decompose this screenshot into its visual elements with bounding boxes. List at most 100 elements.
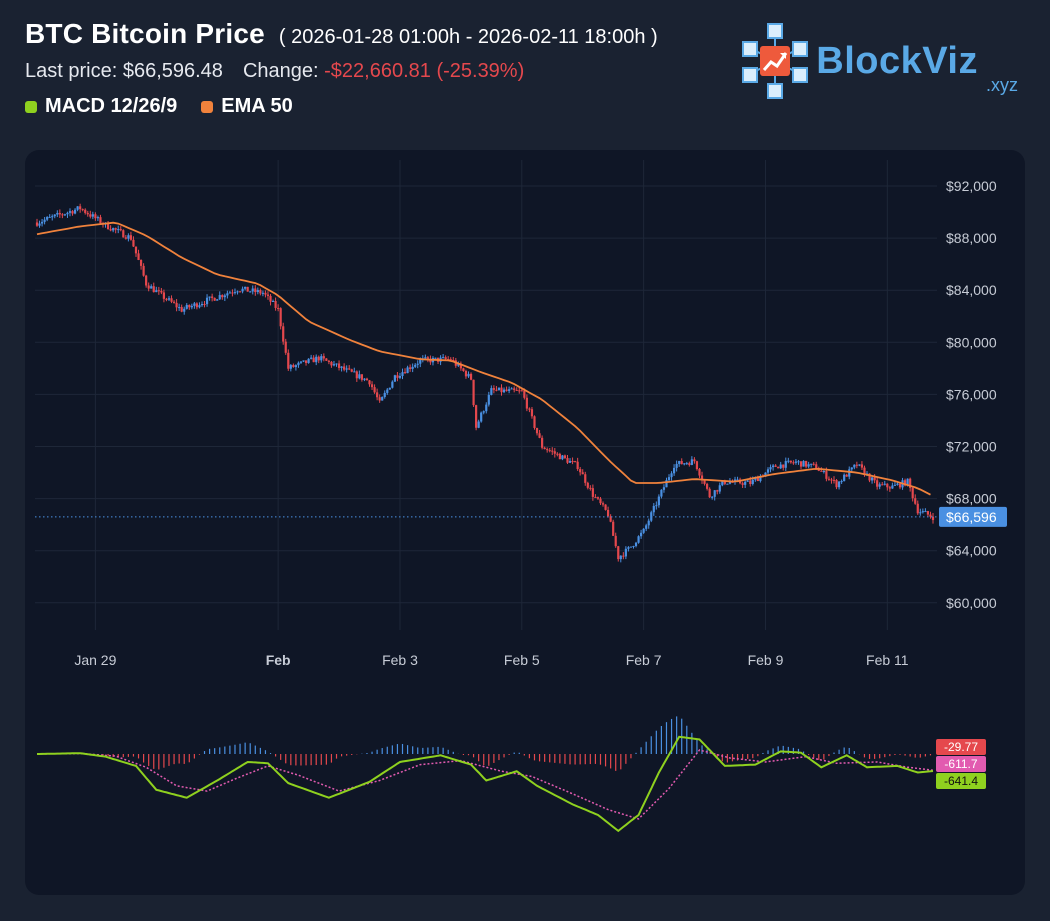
candle (469, 372, 473, 381)
candle-body (802, 460, 805, 467)
chart-header: BTC Bitcoin Price ( 2026-01-28 01:00h - … (25, 18, 1025, 138)
candle (530, 406, 534, 419)
candle (114, 227, 117, 234)
candle-body (792, 462, 795, 464)
candle (612, 519, 615, 536)
candle (566, 455, 569, 464)
candle-body (363, 378, 366, 380)
candle (680, 458, 683, 465)
candle-body (76, 206, 79, 210)
candle (40, 218, 44, 227)
candle (43, 216, 46, 225)
candle-body (680, 461, 683, 465)
candle (883, 480, 886, 486)
candle-body (797, 461, 800, 463)
candle (401, 368, 404, 380)
candle-body (238, 291, 242, 293)
candle (241, 286, 244, 294)
candle (782, 464, 785, 471)
candle (683, 463, 686, 466)
candle (607, 506, 610, 518)
candle (830, 477, 833, 484)
candle-body (665, 480, 668, 488)
candle-body (505, 389, 508, 391)
candle-body (863, 467, 866, 476)
candle-body (274, 300, 277, 308)
y-axis-tick-label: $64,000 (946, 543, 997, 559)
candle-body (244, 286, 247, 289)
candle-body (830, 479, 833, 481)
candle (502, 387, 506, 394)
candle-body (868, 473, 871, 481)
candle (274, 297, 277, 311)
candle-body (58, 212, 61, 215)
candle (688, 461, 691, 467)
candle-body (388, 387, 391, 390)
candle-body (94, 214, 97, 219)
candle-body (670, 473, 673, 478)
signal-value-tag-label: -611.7 (944, 757, 977, 771)
candle-body (645, 525, 648, 529)
candle-body (353, 371, 356, 373)
candle (226, 290, 229, 299)
candle-body (764, 472, 767, 477)
candle (614, 532, 617, 548)
candle (619, 555, 622, 563)
candle-body (195, 303, 199, 308)
candle (652, 503, 655, 516)
candle (548, 448, 551, 453)
candle (792, 460, 795, 465)
brand-tld: .xyz (985, 75, 1018, 95)
candle-body (241, 288, 244, 292)
candle-body (551, 450, 554, 452)
candle-body (591, 488, 594, 497)
candle (528, 407, 531, 413)
candle-body (627, 547, 630, 549)
candle (51, 214, 54, 221)
candle-body (475, 405, 478, 428)
candle-body (672, 467, 676, 474)
candle-body (779, 464, 782, 469)
candle (190, 303, 193, 310)
candle (777, 466, 780, 469)
candle-body (563, 455, 567, 458)
candle-body (629, 546, 633, 548)
candle-body (716, 490, 719, 492)
candle (157, 286, 160, 295)
candle (698, 467, 701, 479)
candle-body (787, 460, 790, 462)
candle-body (586, 482, 589, 488)
candle-body (134, 246, 138, 254)
candle (787, 457, 790, 464)
legend-label-macd: MACD 12/26/9 (45, 95, 178, 117)
last-price-label: Last price: (25, 60, 118, 82)
legend-item-ema[interactable]: EMA 50 (201, 95, 293, 118)
candle-body (617, 546, 620, 560)
price-chart[interactable]: Jan 29 Feb Feb 3 Feb 5 Feb 7 Feb 9 Feb 11 $92,0… (25, 150, 1025, 895)
candle (675, 460, 678, 472)
candle (505, 386, 508, 392)
candle (325, 358, 328, 361)
candle-body (624, 548, 627, 557)
candle-body (508, 389, 511, 391)
candles-group (35, 203, 935, 563)
candle-body (401, 372, 404, 377)
candle (535, 427, 539, 436)
candle-body (576, 461, 579, 470)
candle-body (254, 288, 257, 293)
candle-body (119, 229, 122, 231)
candle-body (127, 235, 130, 239)
legend-item-macd[interactable]: MACD 12/26/9 (25, 95, 177, 118)
candle-body (931, 516, 935, 521)
candle-body (640, 532, 643, 537)
candle (741, 481, 744, 488)
candle-body (122, 230, 125, 238)
candle-body (231, 292, 234, 294)
candle-body (185, 304, 188, 309)
candle (264, 290, 267, 298)
candle-body (226, 293, 229, 296)
candle (256, 287, 259, 295)
x-axis-tick-label: Feb (266, 652, 291, 668)
candle (155, 286, 158, 293)
candle-body (756, 477, 759, 482)
